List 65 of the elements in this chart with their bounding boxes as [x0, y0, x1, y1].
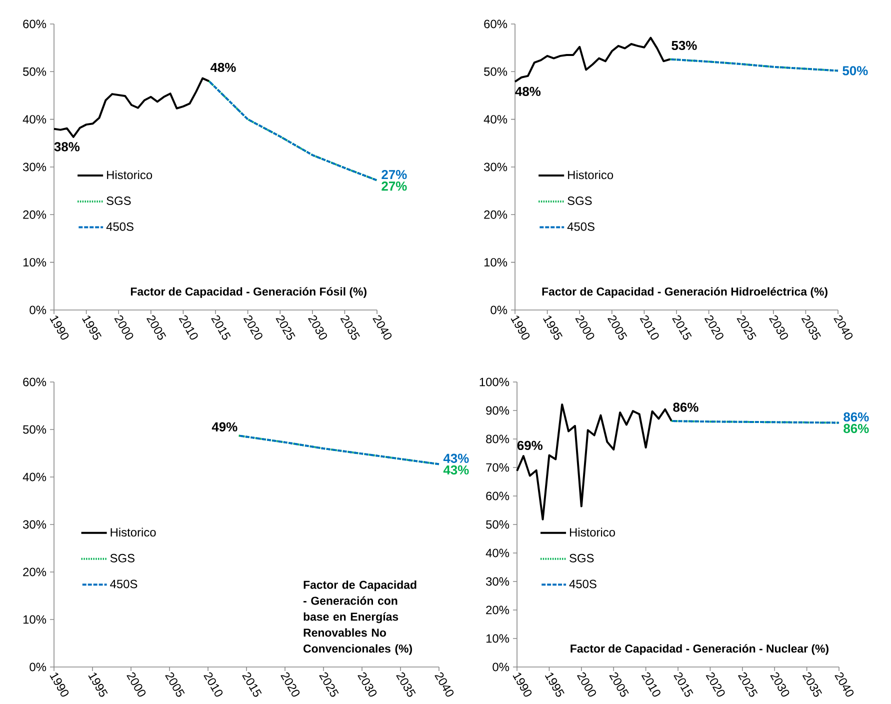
line-series [669, 58, 840, 72]
y-tick-label: 60% [23, 20, 46, 28]
data-label: 48% [515, 86, 541, 96]
legend-label: SGS [568, 196, 592, 205]
y-tick-label: 20% [486, 606, 510, 614]
legend-label: 450S [567, 222, 594, 231]
y-tick-label: 20% [484, 210, 508, 219]
y-tick-label: 40% [486, 548, 510, 558]
data-label: 27% [382, 182, 407, 191]
y-tick-label: 0% [30, 306, 46, 314]
annotation: 49% [212, 422, 238, 432]
y-tick-label: 10% [23, 258, 46, 267]
y-tick-label: 30% [23, 520, 46, 529]
y-tick-label: 40% [484, 115, 508, 124]
data-label: 50% [842, 66, 868, 76]
y-tick-label: 30% [484, 162, 508, 172]
legend-label: SGS [570, 554, 594, 562]
legend-label: Historico [570, 528, 615, 537]
y-tick-label: 0% [490, 306, 508, 314]
y-tick-label: 10% [486, 634, 510, 643]
data-label: 43% [443, 465, 469, 475]
data-label: 27% [382, 170, 407, 180]
data-label: 43% [443, 454, 469, 463]
legend-label: Historico [568, 170, 614, 180]
text: Factor de Capacidad - Generación - Nuclear (%) [570, 644, 828, 655]
line-series [514, 36, 672, 83]
y-tick-label: 10% [484, 258, 508, 267]
y-tick-label: 50% [23, 67, 46, 76]
y-tick-label: 20% [23, 210, 46, 219]
y-tick-label: 40% [22, 115, 46, 124]
data-label: 86% [844, 412, 869, 422]
y-tick-label: 20% [23, 568, 46, 576]
y-tick-label: 40% [22, 472, 46, 482]
legend-label: Historico [110, 528, 156, 537]
y-tick-label: 60% [486, 492, 510, 500]
legend-label: SGS [106, 196, 131, 205]
y-tick-label: 70% [486, 463, 510, 472]
legend-label: SGS [110, 554, 134, 562]
data-label: 53% [672, 40, 697, 50]
y-tick-label: 60% [23, 378, 46, 386]
legend-label: Historico [107, 170, 152, 180]
legend-label: 450S [569, 580, 596, 588]
y-tick-label: 50% [484, 67, 508, 76]
y-tick-label: 60% [484, 20, 508, 28]
data-label: 86% [844, 424, 869, 434]
y-tick-label: 50% [23, 425, 46, 434]
y-tick-label: 80% [486, 434, 510, 444]
data-label: 69% [517, 440, 543, 450]
y-tick-label: 30% [486, 577, 510, 586]
legend-label: 450S [110, 580, 138, 588]
y-tick-label: 90% [486, 406, 510, 415]
data-label: 48% [210, 62, 236, 72]
text: Factor de Capacidad - Generación Fósil (%) [130, 287, 366, 298]
y-tick-label: 30% [23, 162, 46, 172]
y-tick-label: 10% [23, 615, 46, 624]
legend-label: 450S [106, 222, 134, 231]
y-tick-label: 0% [30, 662, 46, 672]
text: Factor de Capacidad - Generación Hidroeléctrica (%) [542, 287, 828, 298]
line-series [516, 403, 673, 520]
y-tick-label: 0% [492, 662, 510, 672]
y-tick-label: 50% [486, 520, 510, 529]
text: Factor de Capacidad - Generación con base en Energías Renovables No Convencionales (%) [304, 580, 416, 655]
y-tick-label: 100% [480, 378, 510, 386]
data-label: 86% [673, 402, 698, 412]
data-label: 38% [54, 142, 80, 152]
